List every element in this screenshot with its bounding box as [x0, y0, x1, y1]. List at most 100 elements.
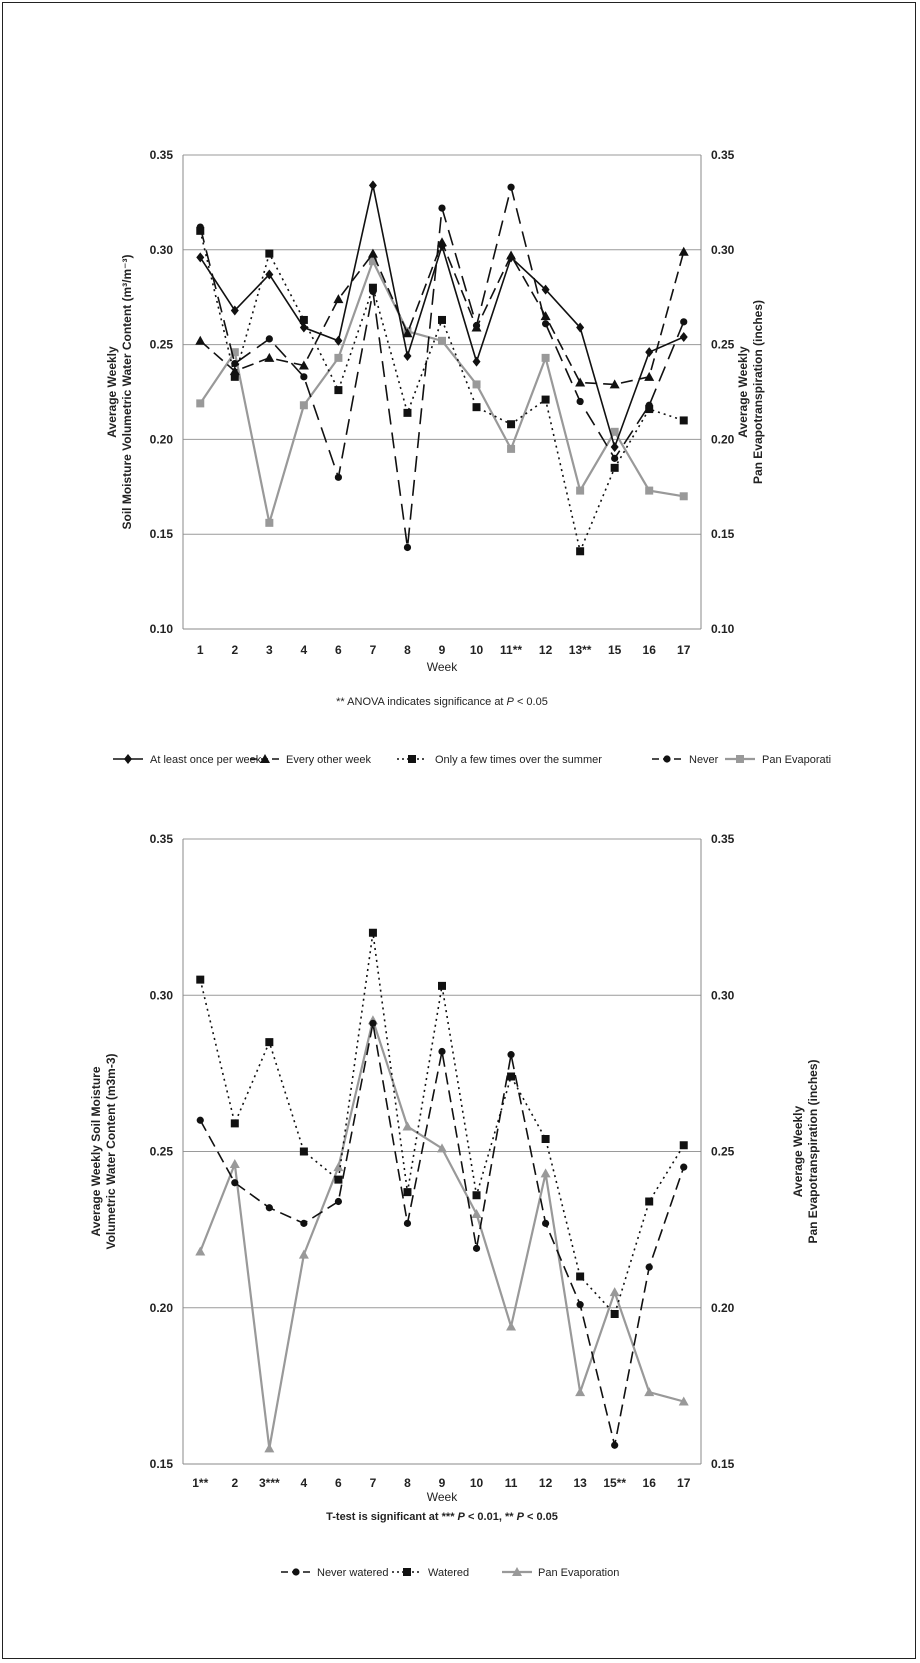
data-point	[265, 1204, 273, 1212]
data-point	[645, 405, 654, 414]
legend-swatch-marker	[408, 755, 416, 763]
data-point	[369, 1019, 377, 1027]
data-point	[367, 248, 378, 258]
data-point	[472, 322, 481, 330]
significance-note-part: P	[517, 1511, 525, 1523]
data-point	[403, 1219, 412, 1227]
data-point	[299, 1147, 308, 1156]
significance-note-part: P	[507, 696, 515, 708]
y2-axis-label: Average Weekly	[736, 346, 750, 438]
data-point	[609, 379, 620, 389]
data-point	[611, 454, 619, 462]
data-point	[541, 1135, 550, 1143]
data-point	[644, 1387, 655, 1397]
data-point	[333, 1162, 344, 1172]
data-point	[576, 397, 584, 406]
legend-label: Never	[689, 754, 719, 766]
data-point	[264, 352, 275, 362]
data-point	[575, 1387, 586, 1397]
data-point	[402, 328, 413, 338]
data-point	[196, 975, 205, 984]
significance-note-part: ** ANOVA indicates significance at	[336, 696, 506, 708]
y2-tick-label: 0.10	[711, 622, 735, 636]
data-point	[576, 1301, 584, 1309]
data-point	[196, 1116, 204, 1124]
data-point	[437, 1143, 447, 1153]
y2-tick-label: 0.35	[711, 148, 735, 162]
data-point	[610, 463, 619, 472]
series-line	[199, 230, 684, 554]
legend-swatch-marker	[403, 1568, 411, 1576]
data-point	[680, 318, 688, 326]
data-point	[230, 372, 239, 381]
significance-note: T-test is significant at *** P < 0.01, *…	[326, 1511, 558, 1523]
data-point	[576, 322, 585, 333]
series-line	[199, 1016, 685, 1449]
data-point	[472, 356, 481, 367]
data-point	[334, 1175, 343, 1184]
y-tick-label: 0.35	[150, 832, 174, 846]
data-point	[678, 246, 689, 256]
y-tick-label: 0.15	[150, 1457, 174, 1471]
data-point	[368, 928, 377, 937]
legend-label: Pan Evaporati	[762, 754, 831, 766]
data-point	[300, 1219, 308, 1227]
data-point	[541, 353, 550, 362]
data-point	[196, 399, 205, 408]
data-point	[265, 335, 273, 343]
x-tick-label: 4	[301, 643, 308, 657]
y-tick-label: 0.25	[150, 1145, 174, 1159]
data-point	[402, 1121, 413, 1131]
x-tick-label: 9	[439, 1476, 446, 1490]
x-tick-label: 11	[505, 1476, 518, 1490]
data-point	[369, 287, 377, 296]
legend-label: Pan Evaporation	[538, 1567, 619, 1579]
data-point	[334, 353, 343, 362]
x-tick-label: 9	[439, 643, 446, 657]
data-point	[507, 1051, 515, 1059]
series-line	[199, 932, 685, 1316]
y-tick-label: 0.20	[150, 1301, 174, 1315]
data-point	[333, 294, 344, 304]
legend-label: Watered	[428, 1567, 469, 1579]
y-tick-label: 0.20	[150, 432, 174, 446]
series-line	[199, 258, 684, 524]
data-point	[299, 401, 308, 410]
x-tick-label: 8	[404, 1476, 411, 1490]
data-point	[471, 1209, 482, 1218]
data-point	[299, 315, 308, 324]
significance-note-part: < 0.01, **	[465, 1511, 517, 1523]
x-tick-label: 3	[266, 643, 273, 657]
legend-swatch-marker	[512, 1567, 522, 1576]
data-point	[644, 371, 655, 381]
data-point	[541, 395, 550, 404]
data-point	[610, 427, 619, 436]
data-point	[438, 1047, 446, 1056]
x-tick-label: 17	[677, 1476, 691, 1490]
significance-note-part: P	[458, 1511, 466, 1523]
y-axis-label: Soil Moisture Volumetric Water Content (…	[120, 254, 134, 529]
x-tick-label: 16	[643, 643, 657, 657]
x-tick-label: 15	[608, 643, 622, 657]
data-point	[679, 492, 688, 501]
data-point	[403, 350, 412, 361]
x-tick-label: 15**	[603, 1476, 626, 1490]
data-point	[230, 348, 239, 357]
data-point	[196, 252, 205, 263]
y2-tick-label: 0.30	[711, 988, 735, 1002]
x-tick-label: 11**	[500, 643, 522, 657]
data-point	[231, 1179, 239, 1187]
x-tick-label: 7	[370, 1476, 377, 1490]
x-tick-label: 8	[404, 643, 411, 657]
data-point	[645, 347, 654, 358]
x-axis-label: Week	[427, 1490, 458, 1504]
series-line	[199, 1023, 685, 1446]
data-point	[645, 1197, 654, 1206]
significance-note-part: T-test is significant at ***	[326, 1511, 457, 1523]
data-point	[230, 1119, 239, 1128]
data-point	[298, 1249, 309, 1259]
data-point	[540, 311, 551, 321]
data-point	[507, 183, 515, 191]
y2-tick-label: 0.25	[711, 338, 735, 352]
x-tick-label: 13**	[569, 643, 592, 657]
